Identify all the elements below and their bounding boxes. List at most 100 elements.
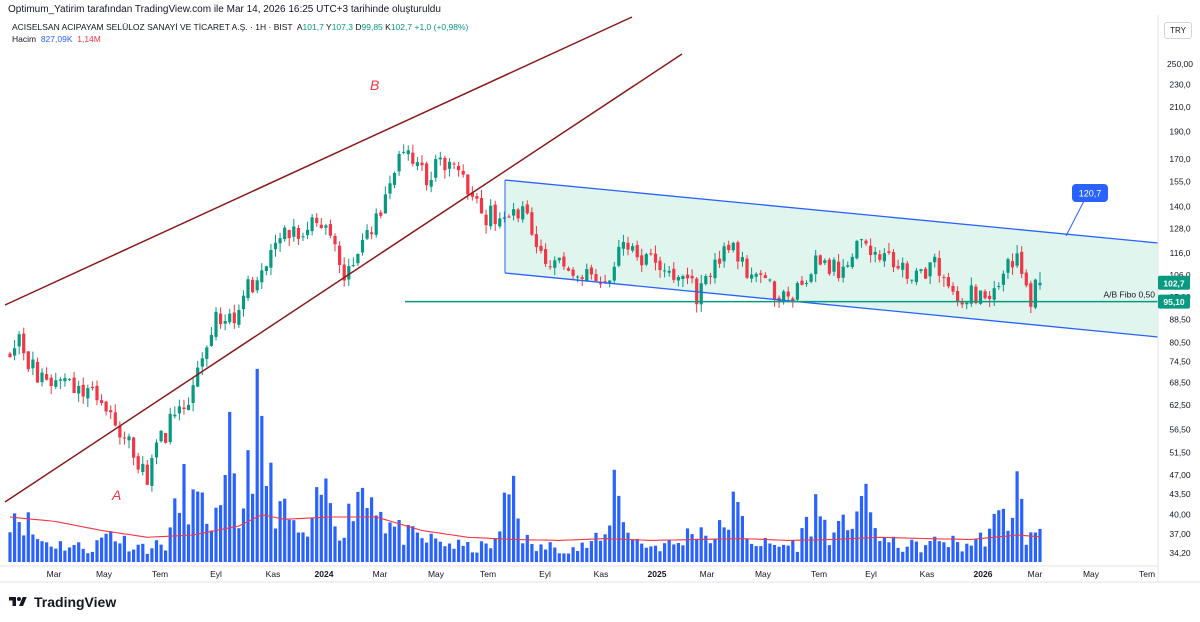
candle-body	[232, 312, 236, 324]
candle-body	[209, 334, 213, 346]
candle-body	[1038, 282, 1042, 286]
volume-bar	[873, 528, 877, 562]
candle-body	[855, 241, 859, 259]
candle-body	[177, 406, 181, 414]
candle-body	[951, 285, 955, 292]
candle-body	[974, 286, 978, 304]
volume-bar	[347, 503, 351, 562]
price-tick-label: 190,0	[1169, 126, 1191, 136]
candle-body	[864, 240, 868, 244]
candle-body	[525, 204, 529, 214]
candle-body	[521, 206, 525, 220]
wedge-upper-line	[4, 16, 633, 306]
candle-body	[191, 385, 195, 403]
volume-bar	[983, 546, 987, 562]
volume-bar	[479, 541, 484, 562]
volume-bar	[795, 551, 799, 562]
candle-body	[653, 253, 658, 263]
volume-bar	[924, 545, 928, 562]
price-tick-label: 43,50	[1169, 489, 1191, 499]
volume-bar	[306, 536, 310, 562]
volume-bar	[631, 539, 635, 562]
candle-body	[708, 275, 712, 277]
volume-bar	[933, 536, 937, 562]
volume-bar	[264, 486, 268, 562]
candle-body	[814, 255, 818, 275]
volume-bar	[928, 541, 932, 562]
candle-body	[214, 311, 218, 337]
price-tick-label: 140,0	[1169, 202, 1191, 212]
volume-bar	[141, 543, 145, 562]
close-label: K	[385, 22, 391, 32]
volume-bar	[571, 547, 575, 562]
volume-bar	[727, 529, 731, 562]
candle-body	[1029, 283, 1033, 307]
candle-body	[782, 291, 786, 302]
volume-bar	[273, 528, 278, 562]
volume-bar	[159, 544, 163, 562]
volume-bar	[90, 551, 94, 562]
volume-bar	[507, 494, 511, 562]
volume-legend: Hacim 827,09K 1,14M	[12, 34, 101, 44]
volume-bar	[374, 515, 378, 562]
candle-body	[86, 388, 90, 399]
candle-body	[246, 279, 250, 299]
price-tick-label: 250,00	[1167, 59, 1193, 69]
candle-body	[479, 198, 484, 214]
change-value: +1,0 (+0,98%)	[414, 22, 469, 32]
candle-body	[685, 274, 690, 279]
candle-body	[960, 302, 964, 305]
high-value: 107,3	[331, 22, 353, 32]
candle-body	[58, 379, 62, 381]
time-tick-label: Mar	[373, 569, 388, 579]
candle-body	[301, 236, 305, 238]
candle-body	[310, 217, 314, 232]
candle-body	[544, 249, 548, 264]
price-tick-label: 210,0	[1169, 102, 1191, 112]
volume-bar	[800, 528, 804, 562]
volume-bar	[699, 527, 703, 562]
candle-body	[992, 288, 996, 300]
volume-bar	[383, 533, 387, 562]
open-label: A	[296, 22, 303, 32]
candle-body	[676, 277, 680, 281]
volume-bar	[896, 547, 900, 562]
candle-body	[1006, 259, 1010, 273]
volume-bar	[681, 545, 685, 562]
volume-bar	[827, 545, 831, 562]
candle-body	[585, 269, 589, 282]
volume-bar	[438, 541, 442, 562]
volume-bar	[360, 487, 365, 562]
volume-bar	[837, 521, 841, 562]
volume-bar	[832, 532, 836, 562]
candle-body	[1033, 279, 1037, 308]
volume-bar	[58, 541, 62, 562]
candle-body	[35, 361, 40, 383]
candle-body	[397, 153, 401, 172]
price-tick-label: 68,50	[1169, 377, 1191, 387]
volume-bar	[493, 538, 497, 562]
channel-lower-line	[504, 272, 1159, 338]
candle-body	[658, 260, 662, 271]
volume-value: 827,09K	[40, 34, 73, 44]
volume-bar	[283, 498, 287, 562]
candle-body	[768, 279, 772, 281]
volume-bar	[695, 538, 699, 562]
volume-bar	[841, 514, 845, 562]
volume-bar	[901, 551, 905, 562]
candle-body	[447, 161, 452, 169]
volume-bar	[26, 512, 30, 562]
candle-body	[54, 380, 58, 387]
tradingview-logo[interactable]: TradingView	[8, 594, 116, 610]
candle-body	[571, 269, 575, 276]
candle-body	[699, 283, 703, 305]
symbol-legend: ACISELSAN ACIPAYAM SELÜLOZ SANAYİ VE TİC…	[12, 22, 468, 32]
currency-button[interactable]: TRY	[1164, 22, 1192, 39]
candle-body	[383, 194, 387, 214]
volume-bar	[415, 532, 419, 562]
volume-bar	[640, 543, 644, 562]
volume-bar	[649, 546, 653, 562]
candle-body	[278, 238, 282, 244]
candle-body	[251, 279, 255, 293]
